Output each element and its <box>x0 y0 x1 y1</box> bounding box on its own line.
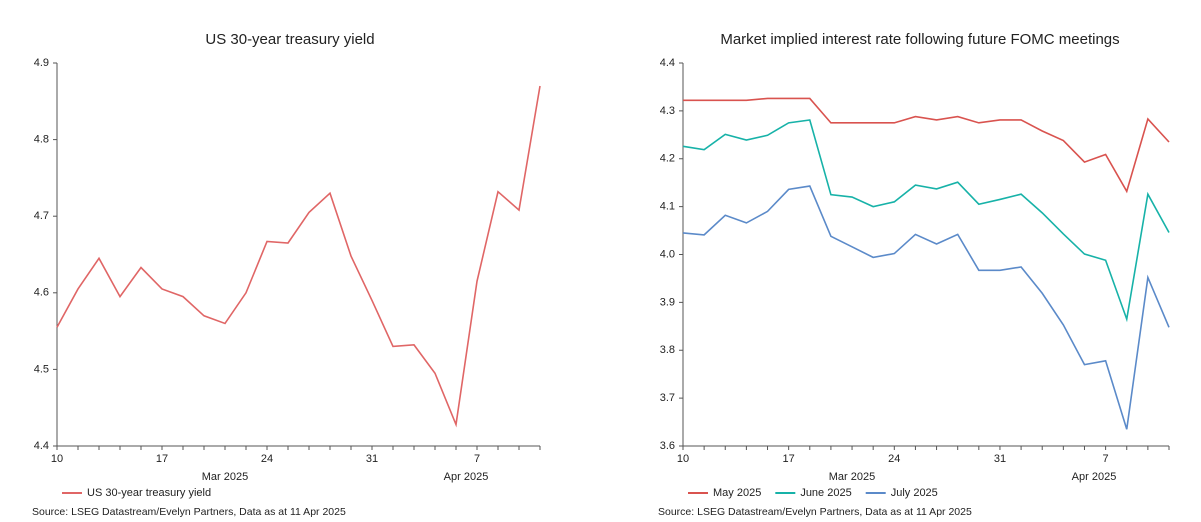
x-tick-label: 31 <box>366 453 378 465</box>
x-tick-label: 17 <box>783 453 795 465</box>
y-tick-label: 4.4 <box>660 57 675 69</box>
y-tick-label: 3.6 <box>660 440 675 452</box>
legend-label: June 2025 <box>800 487 851 499</box>
y-tick-label: 3.8 <box>660 344 675 356</box>
data-line <box>56 85 541 428</box>
source-note: Source: LSEG Datastream/Evelyn Partners,… <box>658 506 972 518</box>
y-tick-label: 4.5 <box>34 363 49 375</box>
x-tick-label: 7 <box>1103 453 1109 465</box>
data-line <box>682 185 1170 430</box>
y-tick-label: 3.7 <box>660 392 675 404</box>
x-tick-label: 10 <box>677 453 689 465</box>
legend-label: US 30-year treasury yield <box>87 487 211 499</box>
y-tick-label: 4.9 <box>34 57 49 69</box>
y-tick-label: 4.4 <box>34 440 49 452</box>
x-group-label: Mar 2025 <box>829 471 875 483</box>
x-tick-label: 7 <box>474 453 480 465</box>
legend-label: July 2025 <box>891 487 938 499</box>
x-group-label: Apr 2025 <box>444 471 489 483</box>
x-group-label: Mar 2025 <box>202 471 248 483</box>
source-note: Source: LSEG Datastream/Evelyn Partners,… <box>32 506 346 518</box>
chart-title: US 30-year treasury yield <box>205 31 374 48</box>
x-tick-label: 24 <box>888 453 900 465</box>
y-tick-label: 4.3 <box>660 105 675 117</box>
legend-label: May 2025 <box>713 487 761 499</box>
x-tick-label: 17 <box>156 453 168 465</box>
x-tick-label: 10 <box>51 453 63 465</box>
y-tick-label: 4.1 <box>660 201 675 213</box>
y-tick-label: 4.8 <box>34 134 49 146</box>
data-line <box>683 97 1170 194</box>
y-tick-label: 4.6 <box>34 287 49 299</box>
y-tick-label: 4.7 <box>34 210 49 222</box>
x-tick-label: 24 <box>261 453 273 465</box>
data-line <box>682 119 1170 323</box>
y-tick-label: 4.2 <box>660 153 675 165</box>
chart-title: Market implied interest rate following f… <box>720 31 1119 48</box>
x-group-label: Apr 2025 <box>1072 471 1117 483</box>
y-tick-label: 4.0 <box>660 248 675 260</box>
x-tick-label: 31 <box>994 453 1006 465</box>
y-tick-label: 3.9 <box>660 296 675 308</box>
